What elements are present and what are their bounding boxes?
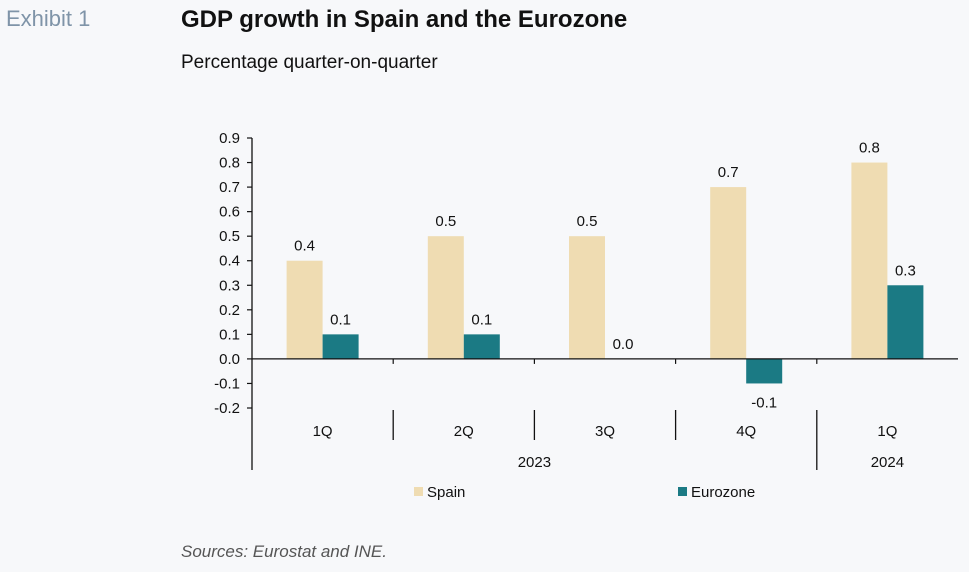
chart-subtitle: Percentage quarter-on-quarter [181, 52, 438, 73]
year-group-label: 2024 [871, 454, 904, 471]
spain-bar [427, 236, 464, 359]
data-label: 0.5 [435, 213, 456, 230]
spain-bar [851, 162, 888, 359]
y-tick-label: 0.7 [219, 179, 240, 196]
y-tick-label: 0.6 [219, 204, 240, 221]
category-label: 1Q [877, 423, 897, 440]
exhibit-label: Exhibit 1 [6, 6, 91, 31]
y-tick-label: 0.9 [219, 130, 240, 147]
eurozone-bar [887, 285, 924, 359]
y-tick-label: 0.5 [219, 228, 240, 245]
eurozone-bar [322, 334, 359, 359]
chart-title: GDP growth in Spain and the Eurozone [181, 6, 628, 33]
year-group-label: 2023 [518, 454, 551, 471]
y-tick-label: -0.2 [214, 400, 240, 417]
data-label: -0.1 [751, 394, 777, 411]
legend-label: Spain [427, 484, 465, 501]
legend-label: Eurozone [691, 484, 755, 501]
data-label: 0.3 [895, 262, 916, 279]
category-label: 4Q [736, 423, 756, 440]
eurozone-bar [746, 358, 783, 384]
category-label: 2Q [454, 423, 474, 440]
data-label: 0.0 [613, 336, 634, 353]
category-label: 3Q [595, 423, 615, 440]
y-tick-label: 0.2 [219, 302, 240, 319]
y-tick-label: 0.8 [219, 155, 240, 172]
y-tick-label: -0.1 [214, 375, 240, 392]
y-tick-label: 0.4 [219, 253, 240, 270]
legend-swatch-eurozone [678, 487, 687, 496]
spain-bar [710, 187, 747, 359]
data-label: 0.5 [577, 213, 598, 230]
data-label: 0.7 [718, 164, 739, 181]
spain-bar [286, 260, 323, 359]
data-label: 0.8 [859, 140, 880, 157]
data-label: 0.4 [294, 238, 315, 255]
y-tick-label: 0.3 [219, 277, 240, 294]
category-label: 1Q [313, 423, 333, 440]
spain-bar [569, 236, 605, 359]
data-label: 0.1 [471, 311, 492, 328]
data-label: 0.1 [330, 311, 351, 328]
source-note: Sources: Eurostat and INE. [181, 542, 387, 561]
y-tick-label: 0.1 [219, 326, 240, 343]
legend-swatch-spain [414, 487, 423, 496]
eurozone-bar [463, 334, 500, 359]
y-tick-label: 0.0 [219, 351, 240, 368]
